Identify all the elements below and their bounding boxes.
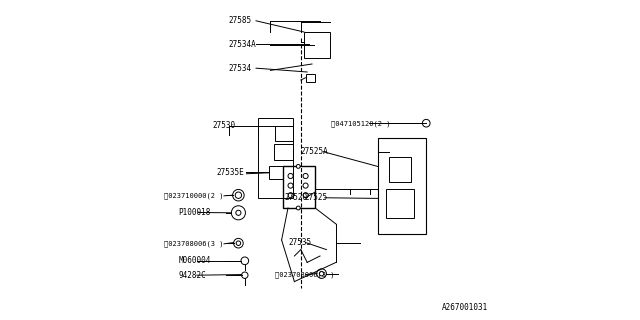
Circle shape — [288, 193, 293, 198]
Text: 27585: 27585 — [229, 16, 252, 25]
Bar — [283, 166, 315, 208]
Text: M060004: M060004 — [179, 256, 211, 265]
Text: 27534: 27534 — [229, 64, 252, 73]
Text: Ⓞ023710000(2 ): Ⓞ023710000(2 ) — [164, 193, 223, 199]
Bar — [385, 189, 415, 218]
Text: Ⓝ047105120(2 ): Ⓝ047105120(2 ) — [332, 120, 390, 126]
Text: 27535: 27535 — [288, 238, 311, 247]
Text: 27535E: 27535E — [216, 168, 244, 177]
Circle shape — [236, 210, 241, 215]
Circle shape — [422, 119, 430, 127]
Text: Ⓞ023708006(3 ): Ⓞ023708006(3 ) — [275, 271, 334, 278]
Text: 27520: 27520 — [284, 193, 307, 202]
Circle shape — [303, 183, 308, 188]
Circle shape — [303, 193, 308, 198]
Bar — [269, 166, 283, 179]
Text: 27534A: 27534A — [229, 40, 257, 49]
Circle shape — [296, 164, 300, 168]
Circle shape — [319, 271, 324, 276]
Circle shape — [303, 173, 308, 179]
Bar — [258, 118, 293, 198]
Circle shape — [236, 241, 241, 245]
Bar — [388, 157, 411, 182]
Circle shape — [288, 183, 293, 188]
Text: 94282C: 94282C — [179, 271, 206, 280]
Text: P100018: P100018 — [179, 208, 211, 217]
Circle shape — [317, 269, 326, 278]
Bar — [306, 74, 315, 82]
Bar — [274, 144, 293, 160]
Text: A267001031: A267001031 — [442, 303, 488, 312]
Circle shape — [288, 173, 293, 179]
Circle shape — [296, 206, 300, 210]
Circle shape — [236, 192, 242, 198]
Bar — [378, 138, 426, 234]
Bar — [275, 126, 293, 141]
Circle shape — [242, 272, 248, 278]
Circle shape — [234, 238, 243, 248]
Circle shape — [233, 189, 244, 201]
Text: 27525: 27525 — [305, 193, 328, 202]
Bar — [304, 32, 330, 58]
Circle shape — [241, 257, 249, 265]
Text: Ⓞ023708006(3 ): Ⓞ023708006(3 ) — [164, 241, 223, 247]
Circle shape — [232, 206, 246, 220]
Text: 27530: 27530 — [212, 121, 236, 130]
Text: 27525A: 27525A — [301, 147, 328, 156]
